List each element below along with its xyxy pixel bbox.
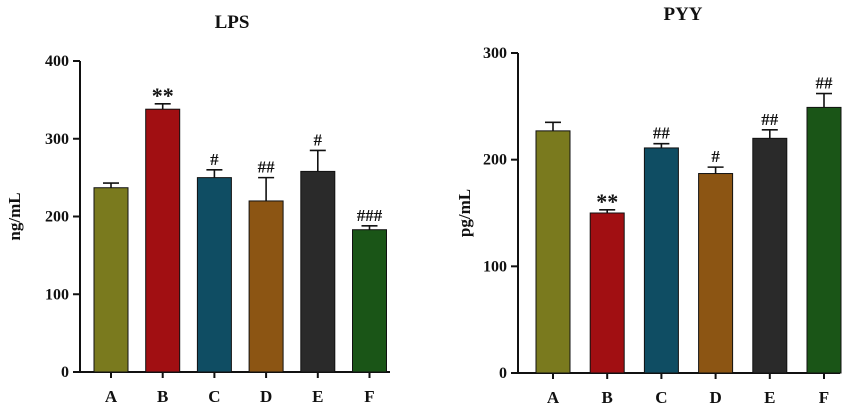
significance-label: ** [152,83,174,108]
significance-label: ### [357,206,383,225]
x-tick-label: F [364,387,374,406]
bar-c [643,147,679,374]
bar-e [300,170,336,373]
significance-label: # [314,130,323,149]
bar-a [535,130,571,374]
x-tick-label: E [764,388,775,407]
bar-c [196,177,232,373]
significance-label: ## [761,110,779,129]
x-tick-label: D [709,388,721,407]
y-tick-label: 200 [483,152,507,169]
x-tick-label: A [105,387,118,406]
significance-label: # [711,147,720,166]
x-tick-label: E [312,387,323,406]
significance-label: ## [258,158,276,177]
x-tick-label: C [655,388,667,407]
x-tick-label: C [208,387,220,406]
bar-e [752,137,788,374]
x-tick-label: B [157,387,168,406]
significance-label: ## [816,74,834,93]
significance-label: ## [653,124,671,143]
significance-label: # [210,150,219,169]
y-tick-label: 100 [45,286,69,303]
lps-chart: LPS ng/mL 0 100 200 300 400 A B ** C # D ## E # F ### [5,12,390,406]
x-tick-label: D [260,387,272,406]
x-tick-label: B [602,388,613,407]
y-axis-label: pg/mL [455,189,474,237]
y-tick-label: 100 [483,258,507,275]
bar-d [248,200,284,373]
chart-title: PYY [663,4,702,25]
bar-a [93,187,129,373]
bar-b [589,212,625,374]
y-tick-label: 400 [45,53,69,70]
bar-b [145,108,181,373]
bar-f [806,106,842,374]
y-tick-label: 0 [61,364,69,381]
bar-f [352,229,387,373]
x-tick-label: F [819,388,829,407]
y-tick-label: 200 [45,209,69,226]
y-tick-label: 300 [45,131,69,148]
y-tick-label: 300 [483,45,507,62]
y-tick-label: 0 [499,365,507,382]
y-axis-label: ng/mL [5,192,24,240]
bar-d [698,173,734,374]
pyy-chart: PYY pg/mL 0 100 200 300 A B ** C ## D # E ## F ## [455,4,842,407]
chart-title: LPS [215,12,250,33]
x-tick-label: A [547,388,560,407]
significance-label: ** [596,189,618,214]
